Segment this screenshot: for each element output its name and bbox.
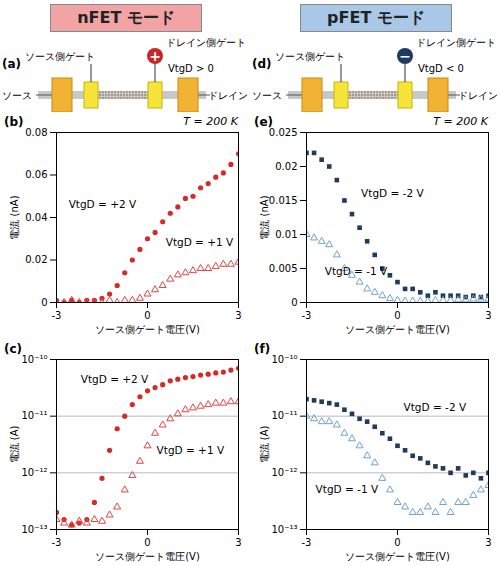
svg-text:VtgD = +1 V: VtgD = +1 V bbox=[157, 444, 225, 456]
svg-text:0: 0 bbox=[144, 310, 150, 321]
svg-text:VtgD = +2 V: VtgD = +2 V bbox=[69, 198, 137, 210]
svg-text:ドレイン: ドレイン bbox=[208, 90, 248, 101]
svg-text:VtgD = -2 V: VtgD = -2 V bbox=[404, 401, 467, 413]
svg-text:ソース: ソース bbox=[252, 90, 282, 101]
svg-text:0.01: 0.01 bbox=[275, 229, 297, 240]
svg-text:-3: -3 bbox=[52, 310, 62, 321]
svg-text:ドレイン側ゲート: ドレイン側ゲート bbox=[166, 37, 246, 48]
svg-text:3: 3 bbox=[235, 310, 241, 321]
svg-text:10⁻¹²: 10⁻¹² bbox=[21, 467, 47, 478]
svg-text:ソース側ゲート: ソース側ゲート bbox=[25, 51, 95, 62]
svg-text:0.005: 0.005 bbox=[269, 263, 298, 274]
svg-text:VtgD > 0: VtgD > 0 bbox=[168, 63, 214, 74]
svg-text:ソース側ゲート電圧(V): ソース側ゲート電圧(V) bbox=[345, 324, 450, 335]
html-text:(c): (c) bbox=[4, 342, 23, 356]
svg-text:ソース側ゲート電圧(V): ソース側ゲート電圧(V) bbox=[345, 551, 450, 562]
svg-text:10⁻¹⁰: 10⁻¹⁰ bbox=[21, 354, 47, 365]
svg-text:VtgD = +2 V: VtgD = +2 V bbox=[81, 373, 149, 385]
svg-text:-3: -3 bbox=[52, 537, 62, 548]
svg-text:電流 (A): 電流 (A) bbox=[259, 425, 270, 463]
html-text:nFET モード: nFET モード bbox=[77, 8, 175, 27]
svg-text:0: 0 bbox=[41, 297, 47, 308]
svg-text:10⁻¹²: 10⁻¹² bbox=[271, 467, 297, 478]
svg-text:ソース側ゲート電圧(V): ソース側ゲート電圧(V) bbox=[95, 551, 200, 562]
svg-text:VtgD = +1 V: VtgD = +1 V bbox=[166, 236, 234, 248]
svg-text:0.015: 0.015 bbox=[269, 195, 298, 206]
html-text:T = 200 K: T = 200 K bbox=[183, 115, 238, 128]
html-text:(e): (e) bbox=[254, 115, 274, 129]
svg-text:VtgD = -1 V: VtgD = -1 V bbox=[325, 265, 388, 277]
svg-text:0.08: 0.08 bbox=[25, 127, 47, 138]
html-text:(f): (f) bbox=[254, 342, 271, 356]
svg-text:10⁻¹³: 10⁻¹³ bbox=[21, 524, 47, 535]
svg-text:3: 3 bbox=[485, 537, 491, 548]
svg-text:電流 (nA): 電流 (nA) bbox=[259, 195, 270, 239]
svg-text:0.02: 0.02 bbox=[25, 254, 47, 265]
svg-text:電流 (nA): 電流 (nA) bbox=[9, 195, 20, 239]
svg-text:10⁻¹¹: 10⁻¹¹ bbox=[271, 410, 297, 421]
svg-text:(d): (d) bbox=[252, 57, 272, 71]
svg-text:-3: -3 bbox=[302, 537, 312, 548]
svg-text:(a): (a) bbox=[2, 57, 21, 71]
svg-text:-3: -3 bbox=[302, 310, 312, 321]
svg-text:0.04: 0.04 bbox=[25, 212, 47, 223]
html-text:pFET モード: pFET モード bbox=[327, 8, 425, 27]
svg-text:0: 0 bbox=[144, 537, 150, 548]
svg-text:電流 (A): 電流 (A) bbox=[9, 425, 20, 463]
html-text:T = 200 K: T = 200 K bbox=[433, 115, 488, 128]
svg-text:0: 0 bbox=[394, 537, 400, 548]
svg-text:10⁻¹⁰: 10⁻¹⁰ bbox=[271, 354, 297, 365]
svg-text:+: + bbox=[149, 48, 161, 64]
svg-text:ドレイン: ドレイン bbox=[458, 90, 498, 101]
html-text:(b): (b) bbox=[4, 115, 24, 129]
svg-text:VtgD = -2 V: VtgD = -2 V bbox=[361, 187, 424, 199]
svg-text:0.06: 0.06 bbox=[25, 169, 47, 180]
svg-text:3: 3 bbox=[485, 310, 491, 321]
svg-text:VtgD = -1 V: VtgD = -1 V bbox=[316, 483, 379, 495]
svg-text:ソース: ソース bbox=[2, 90, 32, 101]
svg-text:ソース側ゲート電圧(V): ソース側ゲート電圧(V) bbox=[95, 324, 200, 335]
svg-text:0.025: 0.025 bbox=[269, 127, 298, 138]
svg-text:0: 0 bbox=[291, 297, 297, 308]
svg-text:10⁻¹³: 10⁻¹³ bbox=[271, 524, 297, 535]
svg-text:ドレイン側ゲート: ドレイン側ゲート bbox=[416, 37, 496, 48]
svg-text:3: 3 bbox=[235, 537, 241, 548]
svg-text:0.02: 0.02 bbox=[275, 161, 297, 172]
svg-text:0: 0 bbox=[394, 310, 400, 321]
svg-text:10⁻¹¹: 10⁻¹¹ bbox=[21, 410, 47, 421]
svg-text:VtgD < 0: VtgD < 0 bbox=[418, 63, 464, 74]
svg-text:−: − bbox=[399, 48, 411, 64]
svg-text:ソース側ゲート: ソース側ゲート bbox=[275, 51, 345, 62]
